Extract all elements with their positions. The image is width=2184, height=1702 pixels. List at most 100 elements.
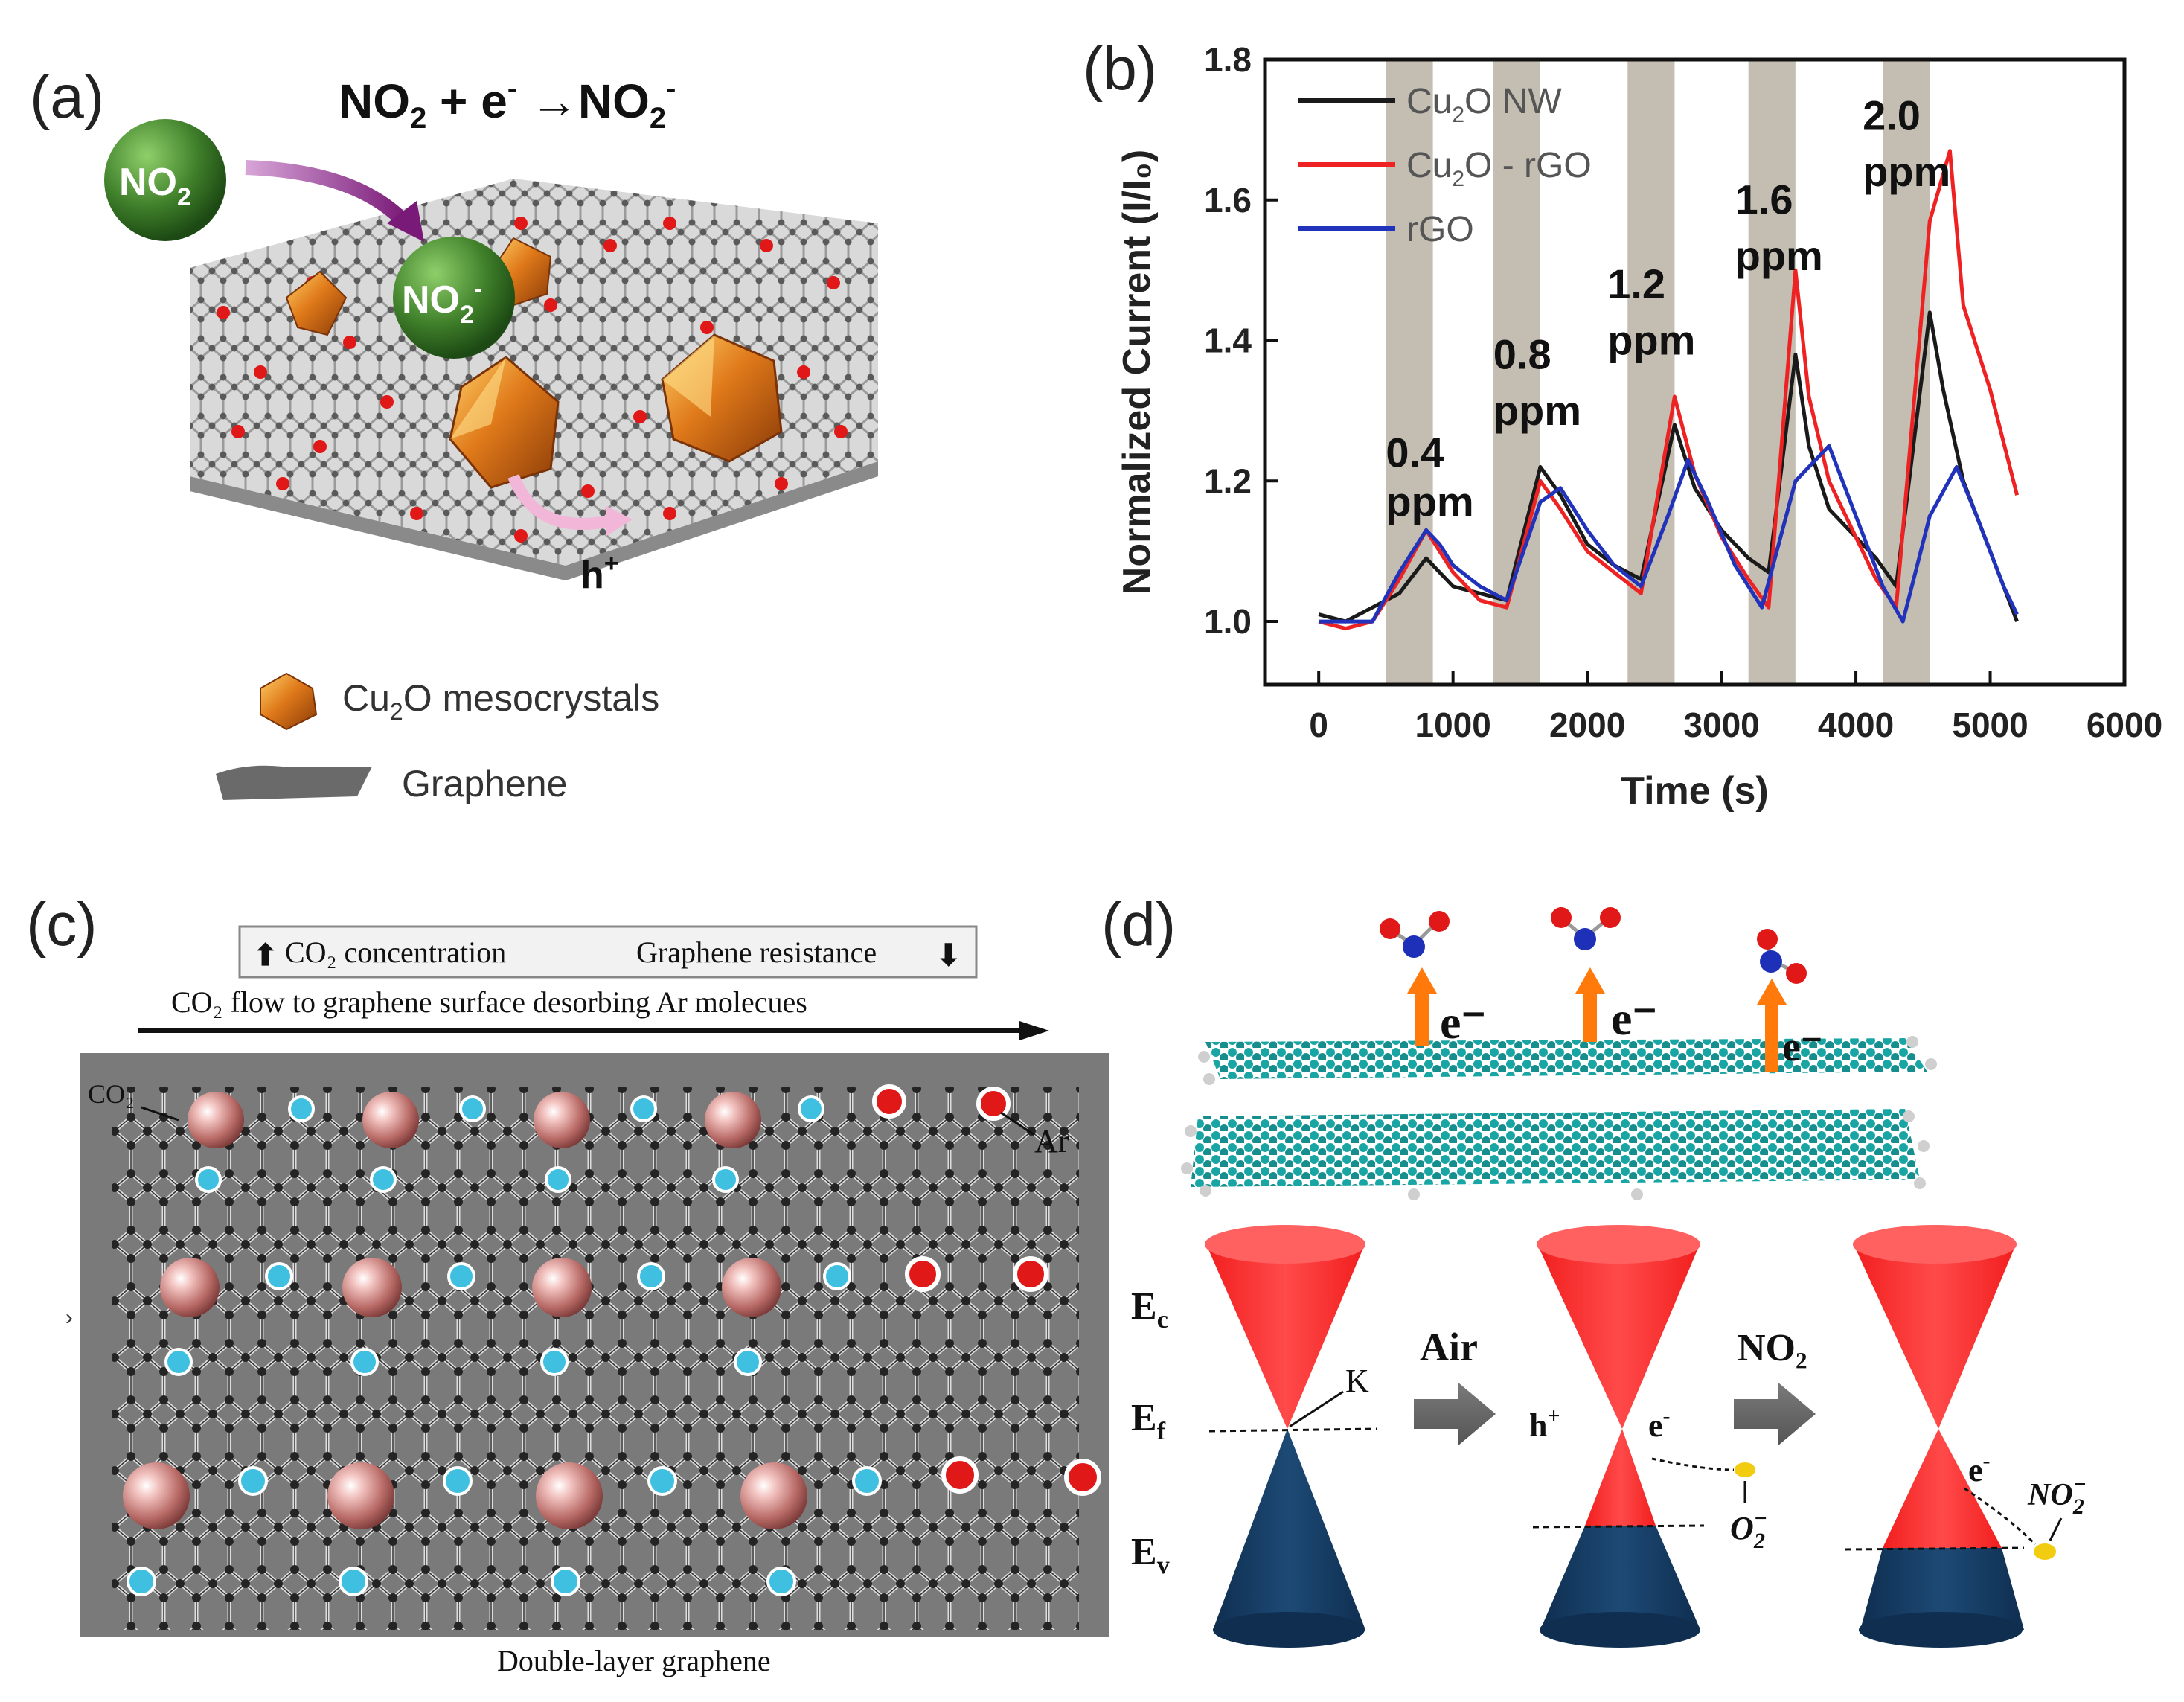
hole-label: h+ — [580, 549, 619, 597]
concentration-unit-4: ppm — [1863, 148, 1950, 195]
concentration-unit-3: ppm — [1735, 232, 1823, 279]
graphene-sheet-lattice — [190, 179, 878, 566]
concentration-value-2: 1.2 — [1607, 260, 1665, 307]
no2-adsorbates — [1380, 907, 1807, 984]
graphene-top-layer — [1205, 1038, 1927, 1079]
concentration-value-0: 0.4 — [1386, 429, 1444, 476]
air-label: Air — [1420, 1325, 1478, 1369]
ef-label: Ef — [1131, 1397, 1166, 1445]
co2-molecules — [123, 1092, 882, 1596]
y-tick-label-4: 1.8 — [1204, 40, 1252, 79]
hydrogen-atoms — [1181, 1036, 1937, 1200]
air-arrow-icon — [1414, 1383, 1496, 1445]
ar-pointer-label: Ar — [1034, 1123, 1069, 1159]
panel-d: (d) e⁻ e⁻ e⁻ Ec Ef Ev — [1101, 891, 2087, 1648]
legend-entry-2: rGO — [1406, 210, 1474, 249]
co2-pointer-arrow — [141, 1106, 179, 1122]
concentration-value-3: 1.6 — [1735, 176, 1793, 223]
side-marker: › — [65, 1305, 73, 1330]
adsorption-arrow — [245, 160, 411, 228]
k-point-label: K — [1345, 1363, 1369, 1399]
x-tick-label-6: 6000 — [2087, 706, 2162, 744]
dirac-cone-pristine — [1205, 1225, 1377, 1648]
hole-arrow-head — [606, 506, 633, 536]
no2-ion-label: NO2- — [402, 275, 482, 329]
x-tick-label-3: 3000 — [1683, 706, 1759, 744]
panel-c: (c) ⬆ CO₂ concentration Graphene resista… — [26, 891, 1109, 1677]
electron-label-3: e⁻ — [1782, 1024, 1822, 1070]
x-tick-label-1: 1000 — [1415, 706, 1490, 744]
x-tick-label-2: 2000 — [1549, 706, 1625, 744]
concentration-unit-1: ppm — [1493, 387, 1581, 434]
y-tick-label-0: 1.0 — [1204, 602, 1252, 641]
legend-crystal-label: Cu2O mesocrystals — [342, 677, 659, 725]
panel-c-label: (c) — [26, 891, 97, 959]
hole-label-d: h+ — [1529, 1404, 1560, 1444]
y-tick-label-2: 1.4 — [1204, 321, 1252, 360]
concentration-value-4: 2.0 — [1863, 92, 1921, 138]
electron-transfer-arrows — [1407, 967, 1787, 1072]
dirac-cone-no2 — [1845, 1225, 2063, 1648]
legend-crystal-icon — [260, 672, 318, 731]
no2-arrow-icon — [1734, 1383, 1816, 1445]
panel-d-label: (d) — [1101, 891, 1176, 959]
y-tick-label-3: 1.6 — [1204, 181, 1252, 220]
sensing-chart: 0 1000 2000 3000 4000 5000 6000 1.0 1.2 1.4 1.6 1.8… — [1115, 40, 2162, 813]
up-arrow-icon: ⬆ — [253, 939, 278, 972]
y-axis-label: Normalized Current (I/I₀) — [1115, 150, 1159, 595]
legend-entry-1: Cu2O - rGO — [1406, 146, 1592, 191]
exposure-band-2 — [1627, 60, 1675, 685]
co2-pointer-label: CO₂ — [88, 1079, 135, 1109]
panel-b-label: (b) — [1083, 35, 1157, 103]
down-arrow-icon: ⬇ — [936, 939, 961, 972]
electron-label-cone3: e- — [1968, 1448, 1991, 1488]
graphene-bottom-layer — [1191, 1109, 1920, 1187]
oxygen-groups — [217, 217, 848, 543]
concentration-value-1: 0.8 — [1493, 330, 1551, 377]
concentration-unit-0: ppm — [1386, 478, 1473, 525]
graphene-lattice — [112, 1087, 1079, 1630]
no2-ion — [393, 237, 515, 359]
legend-graphene-icon — [216, 765, 372, 800]
x-axis-label: Time (s) — [1621, 770, 1768, 813]
co2-concentration-label: CO₂ concentration — [285, 935, 506, 969]
panel-c-caption: Double-layer graphene — [497, 1644, 771, 1677]
electron-label-1: e⁻ — [1440, 996, 1486, 1049]
ar-pointer-arrow — [1000, 1111, 1035, 1136]
series-line-2 — [1319, 444, 2019, 624]
hole-arrow — [507, 474, 612, 530]
no2-minus-label: NO− 2 — [2027, 1472, 2087, 1519]
no2-molecule — [104, 119, 226, 241]
flow-arrow-head — [1019, 1021, 1049, 1040]
x-tick-label-5: 5000 — [1952, 706, 2028, 744]
panel-a-label: (a) — [30, 63, 104, 131]
electron-label-2: e⁻ — [1611, 992, 1657, 1045]
series-line-1 — [1318, 149, 2020, 630]
dirac-cone-air — [1532, 1225, 1755, 1648]
reaction-equation: NO2 + e- →NO2- — [339, 72, 676, 135]
exposure-band-1 — [1493, 60, 1540, 685]
x-tick-label-0: 0 — [1309, 706, 1328, 744]
ev-label: Ev — [1131, 1531, 1170, 1579]
y-tick-label-1: 1.2 — [1204, 461, 1252, 500]
panel-b: (b) 0 1000 2000 3000 4000 5000 6000 1.0 1.2 1.4 1.… — [1083, 35, 2162, 813]
concentration-unit-2: ppm — [1607, 316, 1695, 363]
no2-molecule-label: NO2 — [119, 161, 191, 211]
trend-box — [238, 925, 978, 979]
graphene-sheet-edge — [190, 461, 878, 580]
graphene-resistance-label: Graphene resistance — [636, 935, 877, 969]
adsorption-arrow-head — [387, 201, 424, 242]
legend-graphene-label: Graphene — [402, 763, 567, 804]
flow-description: CO₂ flow to graphene surface desorbing A… — [171, 985, 807, 1019]
cu2o-crystal — [285, 237, 783, 489]
ar-molecules — [872, 1084, 1101, 1496]
legend-entry-0: Cu2O NW — [1406, 82, 1562, 127]
electron-label-cone2: e- — [1648, 1404, 1671, 1444]
no2-gas-label: NO₂ — [1738, 1327, 1807, 1369]
plot-frame — [1263, 57, 2127, 687]
ec-label: Ec — [1131, 1285, 1168, 1334]
x-tick-label-4: 4000 — [1818, 706, 1894, 744]
panel-a: (a) NO2 + e- →NO2- — [30, 63, 878, 804]
o2-minus-label: O− 2 — [1730, 1506, 1767, 1553]
